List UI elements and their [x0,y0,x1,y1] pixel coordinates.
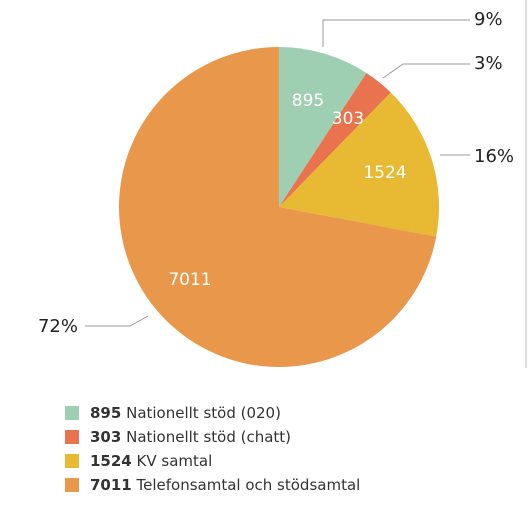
pie-slice [279,47,367,207]
leader-line [322,19,470,47]
legend-label: KV samtal [137,452,213,470]
legend-value: 895 [90,404,121,422]
slice-label: 1524 [363,163,406,183]
legend-swatch [65,454,79,468]
legend-value: 1524 [90,452,132,470]
legend-entry: 1524 KV samtal [90,452,212,470]
pie-slice [279,72,391,207]
legend-label: Telefonsamtal och stödsamtal [136,476,361,494]
legend-label: Nationellt stöd (chatt) [126,428,291,446]
legend-entry: 895 Nationellt stöd (020) [90,404,281,422]
pie-slice [119,47,437,367]
percent-label: 9% [474,9,503,30]
slice-label: 895 [292,91,324,111]
legend-value: 303 [90,428,121,446]
legend-value: 7011 [90,476,132,494]
percent-label: 72% [38,316,78,337]
legend-swatch [65,406,79,420]
legend-swatch [65,478,79,492]
slice-label: 303 [332,109,364,129]
legend-entry: 7011 Telefonsamtal och stödsamtal [90,476,360,494]
percent-label: 16% [474,146,514,167]
legend-entry: 303 Nationellt stöd (chatt) [90,428,291,446]
leader-line [382,63,470,79]
percent-label: 3% [474,53,503,74]
leader-line [85,315,149,327]
slice-label: 7011 [168,270,211,290]
pie-slice [279,92,440,237]
legend-label: Nationellt stöd (020) [126,404,281,422]
legend-swatch [65,430,79,444]
